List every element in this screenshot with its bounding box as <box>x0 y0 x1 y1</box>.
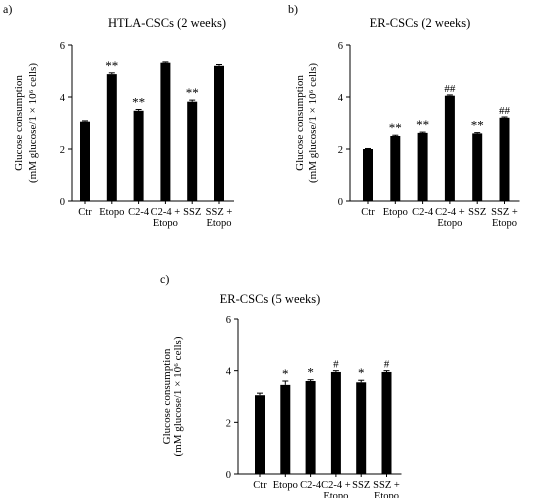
y-tick-label: 0 <box>226 470 231 481</box>
y-tick-label: 4 <box>60 93 66 104</box>
x-tick-label: C2-4 <box>128 207 150 218</box>
x-tick-label: Ctr <box>361 207 375 218</box>
bar <box>499 117 510 201</box>
x-tick-label: Etopo <box>383 207 408 218</box>
bar <box>472 133 483 201</box>
significance-marker: ## <box>499 105 511 117</box>
bar <box>356 382 367 474</box>
x-tick-label: SSZ + <box>491 207 518 218</box>
significance-marker: ** <box>416 117 429 132</box>
chart-panel-3: c) ER-CSCs (5 weeks) Glucose consumption (m… <box>160 272 402 498</box>
x-tick-label: Etopo <box>153 218 178 229</box>
y-tick-label: 6 <box>338 41 343 52</box>
x-tick-label: C2-4 <box>300 480 322 491</box>
x-tick-label: C2-4 + <box>321 480 351 491</box>
y-axis-label-line2: (mM glucose/1 × 10⁶ cells) <box>27 63 39 183</box>
x-tick-label: Etopo <box>437 218 462 229</box>
panel-label: b) <box>288 2 298 16</box>
x-tick-label: Etopo <box>273 480 298 491</box>
bar <box>187 101 198 201</box>
significance-marker: # <box>384 359 390 371</box>
chart-title: ER-CSCs (2 weeks) <box>370 16 471 30</box>
significance-marker: * <box>307 365 314 380</box>
y-axis-label-line2: (mM glucose/1 × 10⁶ cells) <box>307 63 319 183</box>
y-tick-label: 2 <box>226 418 231 429</box>
x-tick-label: Etopo <box>374 491 399 498</box>
x-tick-label: C2-4 + <box>435 207 465 218</box>
bar <box>417 132 428 201</box>
y-axis-label-line1: Glucose consumption <box>294 75 306 171</box>
significance-marker: ** <box>389 120 402 135</box>
significance-marker: ** <box>186 85 199 100</box>
x-tick-label: SSZ <box>468 207 486 218</box>
bar <box>255 395 265 474</box>
y-axis-label-line1: Glucose consumption <box>13 75 25 171</box>
bar <box>363 149 373 201</box>
bar <box>133 110 144 201</box>
significance-marker: ## <box>444 83 456 95</box>
significance-marker: # <box>333 359 339 371</box>
y-tick-label: 2 <box>60 145 65 156</box>
x-tick-label: Etopo <box>492 218 517 229</box>
bar <box>381 371 392 474</box>
significance-marker: ** <box>471 118 484 133</box>
x-tick-label: Etopo <box>323 491 348 498</box>
x-tick-label: SSZ + <box>206 207 233 218</box>
x-tick-label: Etopo <box>206 218 231 229</box>
bar <box>280 384 291 474</box>
y-axis-label-line1: Glucose consumption <box>161 348 173 444</box>
significance-marker: * <box>358 365 365 380</box>
y-tick-label: 4 <box>226 367 232 378</box>
bar <box>214 65 224 201</box>
significance-marker: ** <box>105 58 118 73</box>
x-tick-label: SSZ <box>183 207 201 218</box>
y-tick-label: 6 <box>60 41 65 52</box>
x-tick-label: SSZ <box>352 480 370 491</box>
bar <box>80 121 90 201</box>
y-tick-label: 4 <box>338 93 344 104</box>
bar <box>160 62 171 202</box>
x-tick-label: C2-4 <box>412 207 434 218</box>
significance-marker: * <box>282 366 289 381</box>
bar <box>305 381 316 474</box>
x-tick-label: C2-4 + <box>151 207 181 218</box>
bar <box>106 74 117 201</box>
x-tick-label: Ctr <box>78 207 92 218</box>
chart-title: HTLA-CSCs (2 weeks) <box>108 16 226 30</box>
x-tick-label: Etopo <box>99 207 124 218</box>
bar <box>444 95 455 201</box>
y-tick-label: 2 <box>338 145 343 156</box>
chart-panel-2: b) ER-CSCs (2 weeks) Glucose consumption (m… <box>288 2 520 229</box>
panel-label: c) <box>160 272 169 286</box>
y-axis-label-line2: (mM glucose/1 × 10⁶ cells) <box>172 336 184 456</box>
bar <box>330 371 341 474</box>
x-tick-label: Ctr <box>253 480 267 491</box>
bar <box>390 136 401 201</box>
significance-marker: ** <box>132 94 145 109</box>
chart-title: ER-CSCs (5 weeks) <box>220 292 321 306</box>
y-tick-label: 0 <box>60 197 65 208</box>
x-tick-label: SSZ + <box>373 480 400 491</box>
chart-panel-1: a) HTLA-CSCs (2 weeks) Glucose consumption… <box>3 2 234 229</box>
panel-label: a) <box>3 2 12 16</box>
y-tick-label: 0 <box>338 197 343 208</box>
y-tick-label: 6 <box>226 315 231 326</box>
